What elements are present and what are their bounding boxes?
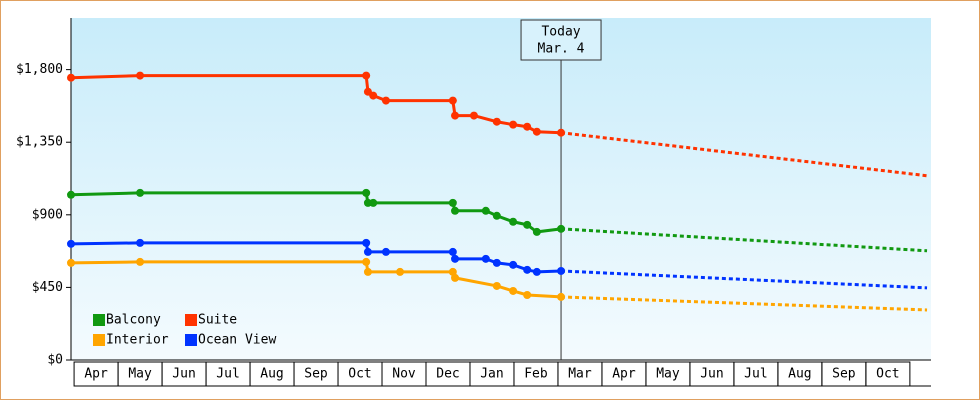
- data-point: [509, 260, 518, 269]
- x-tick-label: Aug: [788, 367, 811, 382]
- x-tick-label: Jun: [700, 367, 723, 382]
- month-box: [865, 361, 911, 387]
- legend-swatch: [185, 314, 197, 326]
- data-point: [451, 273, 460, 282]
- data-point: [136, 188, 145, 197]
- data-point: [448, 247, 457, 256]
- x-tick-label: Dec: [436, 367, 459, 382]
- y-tick-label: $900: [32, 207, 63, 222]
- data-point: [509, 120, 518, 129]
- data-point: [509, 217, 518, 226]
- x-tick-label: Jan: [480, 367, 503, 382]
- x-tick-label: Jul: [744, 367, 767, 382]
- x-tick-label: May: [128, 367, 152, 382]
- y-tick-label: $450: [32, 280, 63, 295]
- projection-line: [560, 295, 928, 312]
- data-point: [136, 238, 145, 247]
- data-point: [557, 292, 566, 301]
- today-label: Mar. 4: [538, 42, 585, 57]
- x-tick-label: Sep: [304, 367, 328, 382]
- data-point: [67, 73, 75, 82]
- x-tick-label: Apr: [612, 367, 636, 382]
- projection-line: [560, 227, 928, 253]
- data-point: [492, 281, 501, 290]
- data-point: [136, 257, 145, 266]
- x-tick-label: Apr: [84, 367, 108, 382]
- x-tick-label: Aug: [260, 367, 283, 382]
- x-tick-label: Oct: [876, 367, 899, 382]
- data-point: [369, 198, 378, 207]
- y-tick-label: $1,350: [16, 135, 63, 150]
- data-point: [532, 267, 541, 276]
- today-label: Today: [541, 25, 580, 40]
- x-tick-label: Jul: [216, 367, 239, 382]
- data-point: [532, 127, 541, 136]
- x-tick-label: Sep: [832, 367, 856, 382]
- legend-label: Suite: [198, 313, 237, 328]
- data-point: [492, 117, 501, 126]
- data-point: [363, 247, 372, 256]
- data-point: [492, 258, 501, 267]
- y-tick-label: $0: [47, 353, 63, 368]
- data-point: [396, 267, 405, 276]
- x-tick-label: May: [656, 367, 680, 382]
- data-point: [362, 238, 371, 247]
- data-point: [481, 254, 490, 263]
- data-point: [362, 257, 371, 266]
- data-point: [523, 220, 532, 229]
- data-point: [363, 267, 372, 276]
- data-point: [362, 188, 371, 197]
- data-point: [381, 96, 390, 105]
- legend-swatch: [185, 334, 197, 346]
- data-point: [381, 247, 390, 256]
- data-point: [523, 265, 532, 274]
- data-point: [67, 239, 75, 248]
- x-tick-label: Mar: [568, 367, 592, 382]
- plot-area: [71, 18, 931, 360]
- x-tick-label: Oct: [348, 367, 371, 382]
- data-point: [523, 290, 532, 299]
- legend-swatch: [93, 334, 105, 346]
- data-point: [67, 258, 75, 267]
- data-point: [451, 111, 460, 120]
- x-tick-label: Jun: [172, 367, 195, 382]
- data-point: [67, 190, 75, 199]
- x-tick-label: Feb: [524, 367, 548, 382]
- data-point: [557, 224, 566, 233]
- data-point: [448, 96, 457, 105]
- today-box: [520, 19, 602, 61]
- data-point: [557, 128, 566, 137]
- data-point: [492, 211, 501, 220]
- legend-label: Ocean View: [198, 333, 276, 348]
- data-point: [469, 111, 478, 120]
- projection-line: [560, 131, 928, 178]
- legend-swatch: [93, 314, 105, 326]
- data-point: [451, 254, 460, 263]
- data-point: [369, 91, 378, 100]
- projection-line: [560, 269, 928, 290]
- data-point: [509, 286, 518, 295]
- y-tick-label: $1,800: [16, 62, 63, 77]
- data-point: [481, 206, 490, 215]
- data-point: [451, 206, 460, 215]
- data-point: [523, 122, 532, 131]
- data-point: [448, 198, 457, 207]
- legend-label: Balcony: [106, 313, 161, 328]
- x-tick-label: Nov: [392, 367, 416, 382]
- legend-label: Interior: [106, 333, 169, 348]
- data-point: [532, 227, 541, 236]
- data-point: [557, 266, 566, 275]
- data-point: [136, 71, 145, 80]
- data-point: [362, 71, 371, 80]
